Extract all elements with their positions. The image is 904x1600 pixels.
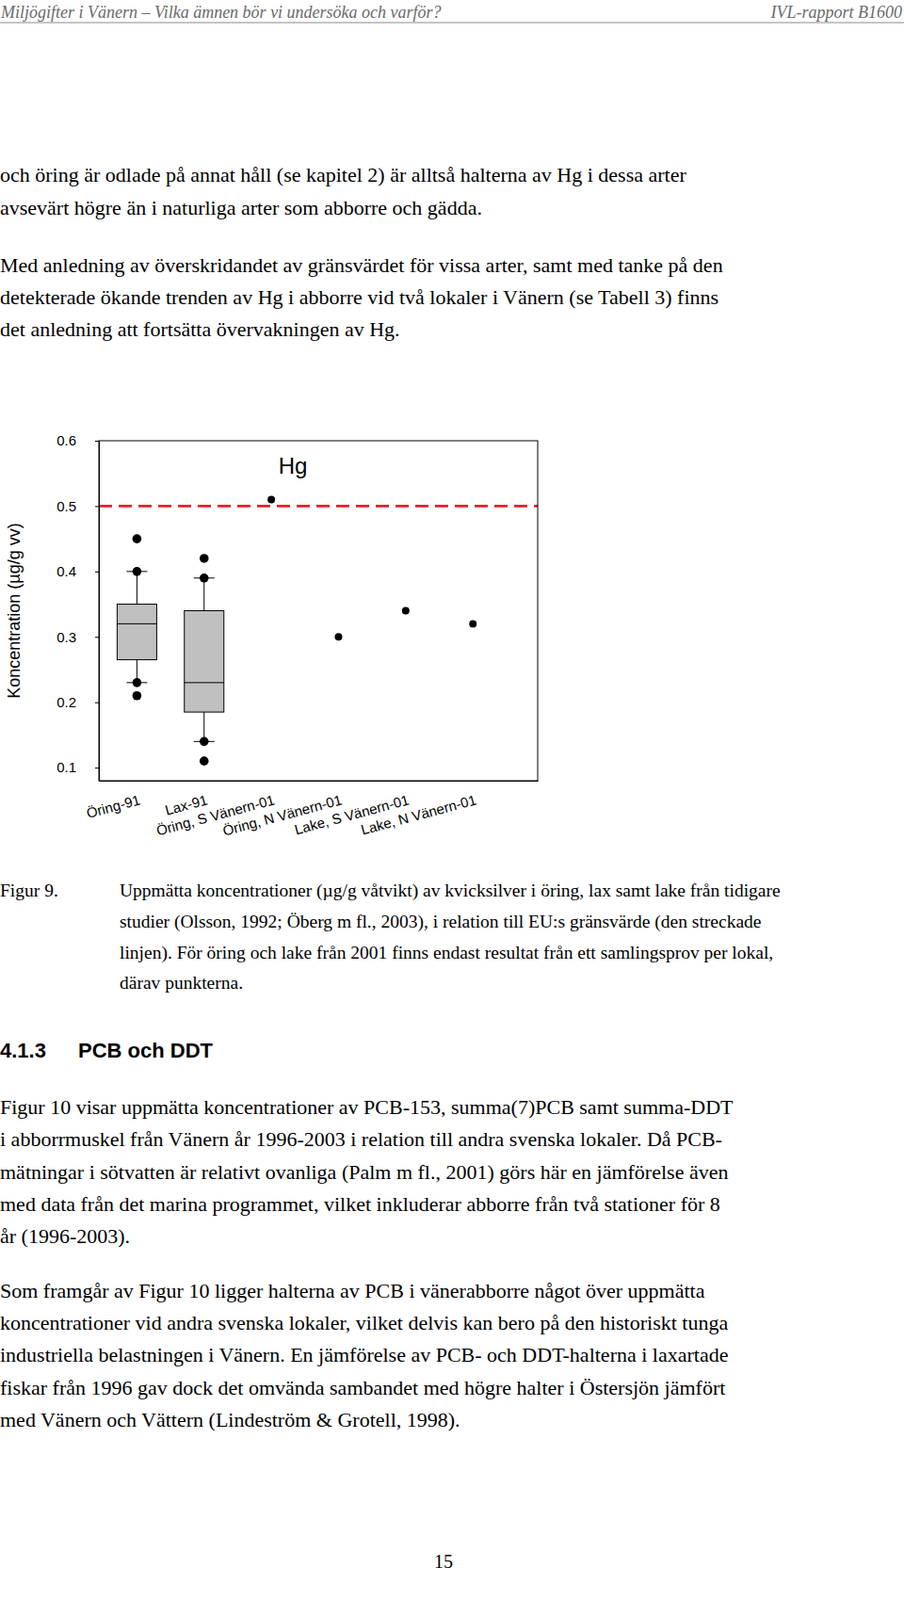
paragraph-line: industriella belastningen i Vänern. En j…: [0, 1342, 728, 1367]
whisker: [203, 578, 205, 612]
caption-line: Uppmätta koncentrationer (µg/g våtvikt) …: [119, 880, 781, 902]
paragraph-line: Figur 10 visar uppmätta koncentrationer …: [0, 1095, 734, 1119]
paragraph-line: mätningar i sötvatten är relativt ovanli…: [0, 1160, 728, 1184]
box: [116, 604, 157, 661]
tick-mark: [95, 767, 99, 769]
y-axis-title: Koncentration (µg/g vv): [4, 522, 24, 698]
paragraph-line: med Vänern och Vättern (Lindeström & Gro…: [0, 1407, 461, 1432]
figure-caption: Figur 9. Uppmätta koncentrationer (µg/g v…: [0, 880, 781, 993]
x-axis: Öring-91Lax-91Öring, S Vänern-01Öring, N…: [84, 780, 539, 840]
header-rule: [0, 22, 904, 24]
chart: 0.1 0.2 0.3 0.4 0.5 0.6 Öring-91Lax-91Öring, S…: [4, 432, 539, 839]
paragraph-line: fiskar från 1996 gav dock det omvända sa…: [0, 1375, 726, 1400]
outlier: [132, 566, 143, 577]
outlier: [199, 756, 210, 766]
paragraph-line: med data från det marina programmet, vil…: [0, 1192, 721, 1216]
y-tick: 0.2: [56, 694, 99, 711]
point: [468, 619, 477, 628]
tick-label: Öring-91: [84, 791, 143, 822]
page: Miljögifter i Vänern – Vilka ämnen bör v…: [0, 0, 904, 1600]
axis-line: [99, 780, 539, 782]
box: [184, 611, 225, 713]
paragraph: Med anledning av överskridandet av gräns…: [0, 253, 724, 341]
page-header: Miljögifter i Vänern – Vilka ämnen bör v…: [0, 2, 904, 23]
section-number: 4.1.3: [0, 1038, 47, 1063]
caption-line: linjen). För öring och lake från 2001 fi…: [119, 942, 774, 964]
caption-line: studier (Olsson, 1992; Öberg m fl., 2003…: [119, 911, 761, 933]
chart-title: Hg: [278, 452, 308, 479]
y-tick: 0.5: [56, 498, 99, 515]
axis-line: [98, 441, 100, 782]
header-title: Miljögifter i Vänern – Vilka ämnen bör v…: [0, 2, 442, 22]
paragraph-line: Som framgår av Figur 10 ligger halterna …: [0, 1278, 706, 1303]
tick-label: 0.2: [56, 694, 77, 711]
box-plot: [184, 553, 225, 766]
paragraph-line: år (1996-2003).: [0, 1224, 130, 1248]
box-plot: [116, 533, 157, 700]
tick-label: Lake, N Vänern-01: [358, 791, 478, 838]
outlier: [199, 553, 210, 564]
section-title: PCB och DDT: [78, 1038, 214, 1063]
paragraph: och öring är odlade på annat håll (se ka…: [0, 162, 687, 220]
paragraph-line: detekterade ökande trenden av Hg i abbor…: [0, 285, 719, 309]
plot-frame: [98, 440, 538, 781]
caption-label: Figur 9.: [0, 880, 59, 901]
paragraph-line: i abborrmuskel från Vänern år 1996-2003 …: [0, 1127, 723, 1151]
whisker: [136, 571, 138, 605]
outlier: [132, 691, 143, 701]
point: [334, 632, 342, 641]
plot-marks: [98, 495, 538, 765]
outlier: [199, 737, 210, 747]
tick-label: 0.6: [56, 432, 77, 449]
paragraph-line: koncentrationer vid andra svenska lokale…: [0, 1310, 728, 1335]
point: [267, 495, 275, 503]
section-heading: 4.1.3 PCB och DDT: [0, 1038, 214, 1063]
paragraph-line: och öring är odlade på annat håll (se ka…: [0, 162, 687, 187]
page-number: 15: [434, 1550, 453, 1572]
y-tick: 0.3: [56, 629, 99, 646]
header-report: IVL-rapport B1600: [770, 2, 904, 22]
tick-label: 0.4: [56, 563, 77, 580]
tick-mark: [95, 702, 99, 704]
y-axis: 0.1 0.2 0.3 0.4 0.5 0.6: [56, 432, 99, 781]
paragraph-line: Med anledning av överskridandet av gräns…: [0, 253, 724, 277]
tick-mark: [95, 505, 99, 507]
y-tick: 0.4: [56, 563, 99, 580]
tick-mark: [95, 440, 99, 442]
median: [184, 681, 225, 683]
caption-line: därav punkterna.: [119, 972, 243, 993]
x-tick: Öring, N Vänern-01: [221, 780, 344, 840]
y-tick: 0.1: [56, 758, 99, 775]
median: [116, 623, 157, 625]
tick-label: 0.1: [56, 758, 77, 775]
limit-line: [98, 504, 538, 508]
paragraph: Figur 10 visar uppmätta koncentrationer …: [0, 1095, 734, 1248]
x-tick: Lake, N Vänern-01: [358, 780, 478, 838]
tick-label: 0.3: [56, 629, 77, 646]
y-tick: 0.6: [56, 432, 99, 449]
paragraph-line: avsevärt högre än i naturliga arter som …: [0, 195, 483, 220]
point: [402, 607, 410, 615]
outlier: [199, 573, 210, 583]
outlier: [132, 678, 143, 688]
tick-mark: [95, 636, 99, 638]
x-tick: Öring-91: [84, 780, 143, 822]
paragraph: Som framgår av Figur 10 ligger halterna …: [0, 1278, 728, 1432]
outlier: [132, 533, 143, 544]
paragraph-line: det anledning att fortsätta övervakninge…: [0, 317, 401, 341]
tick-label: 0.5: [56, 498, 77, 515]
tick-mark: [95, 571, 99, 573]
